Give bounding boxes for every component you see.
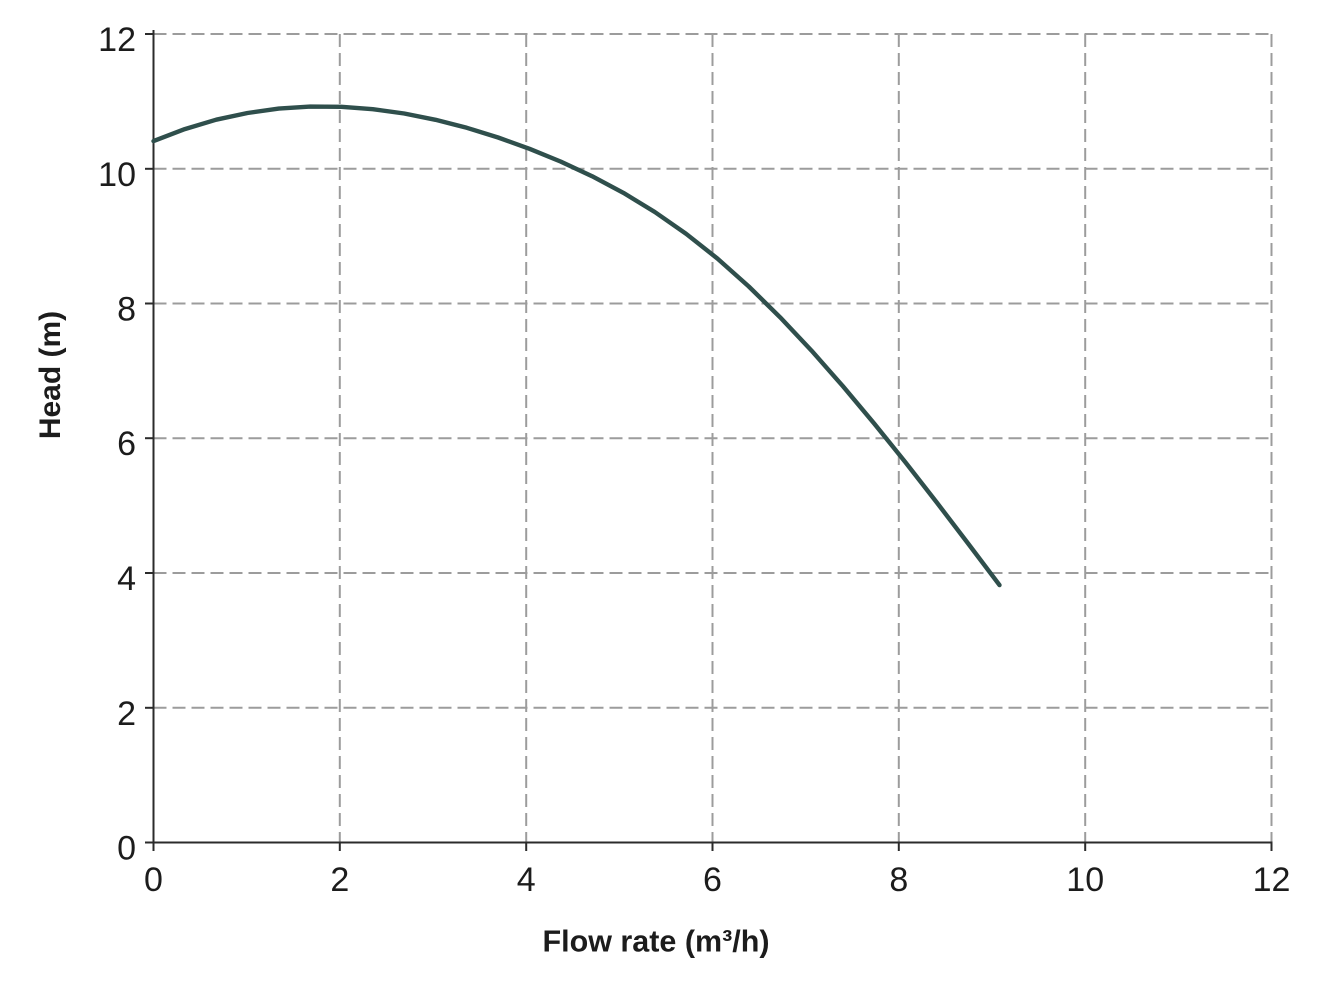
svg-text:12: 12 (98, 21, 136, 59)
svg-text:10: 10 (98, 156, 136, 194)
svg-text:2: 2 (330, 861, 349, 899)
svg-text:12: 12 (1253, 861, 1291, 899)
svg-text:6: 6 (117, 425, 136, 463)
svg-text:Head (m): Head (m) (34, 311, 67, 439)
svg-text:8: 8 (117, 291, 136, 329)
svg-text:0: 0 (144, 861, 163, 899)
svg-text:0: 0 (117, 830, 136, 868)
svg-text:10: 10 (1066, 861, 1104, 899)
svg-text:4: 4 (517, 861, 536, 899)
svg-text:2: 2 (117, 695, 136, 733)
svg-text:6: 6 (703, 861, 722, 899)
svg-text:4: 4 (117, 560, 136, 598)
svg-text:8: 8 (889, 861, 908, 899)
svg-text:Flow rate (m³/h): Flow rate (m³/h) (542, 925, 769, 959)
